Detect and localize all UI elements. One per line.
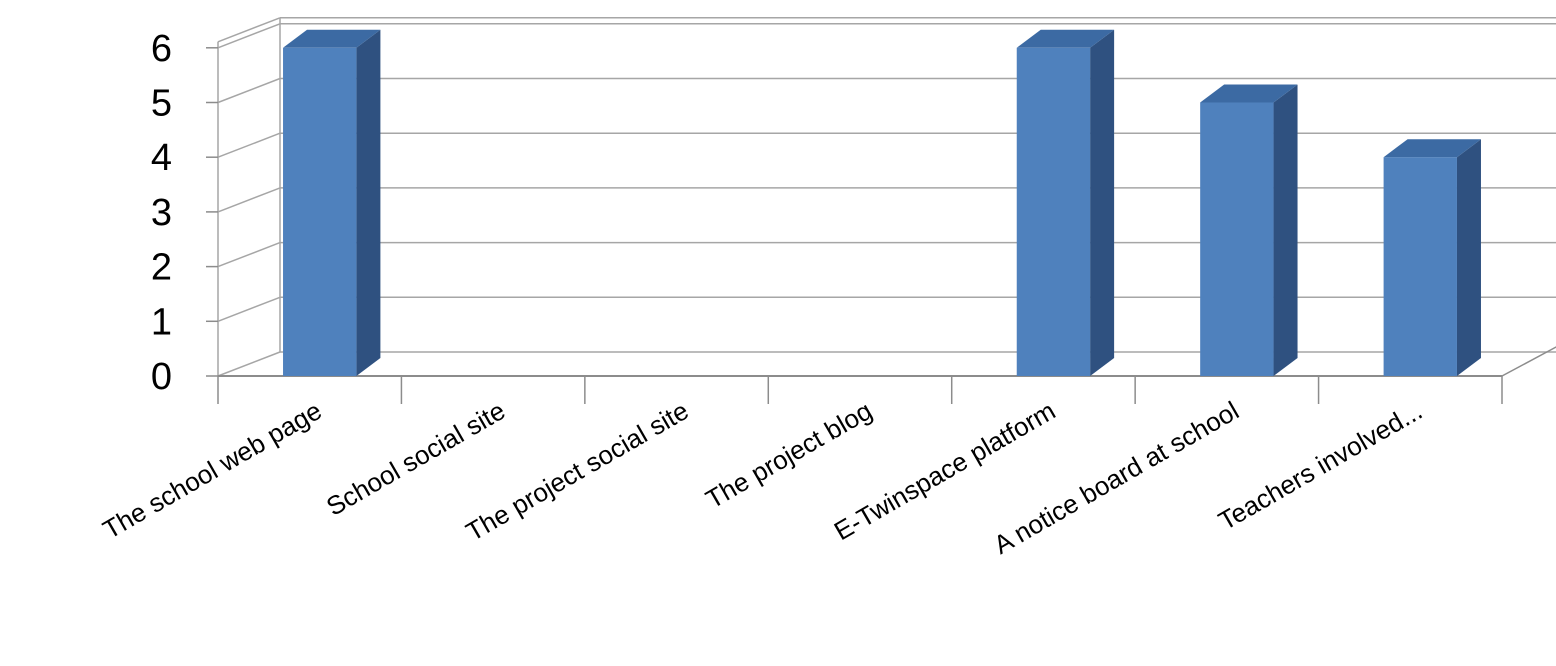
gridline-side	[217, 23, 281, 49]
x-tick-label: Teachers involved...	[1213, 395, 1427, 536]
bar	[1200, 84, 1298, 376]
bar-top	[1200, 84, 1298, 103]
bar-side	[1090, 29, 1115, 377]
bar-front	[1016, 47, 1091, 377]
bar-top	[1383, 139, 1481, 158]
bar-top	[283, 29, 381, 48]
axes	[206, 47, 1556, 404]
y-tick-label: 5	[151, 83, 172, 125]
y-tick-label: 6	[151, 28, 172, 70]
x-tick-label: The project blog	[701, 395, 877, 514]
bar	[283, 29, 381, 377]
floor-right-edge	[1501, 346, 1556, 377]
bar-top	[1016, 29, 1115, 48]
bar	[1383, 139, 1481, 376]
gridline-side	[217, 132, 281, 158]
y-tick-label: 3	[151, 192, 172, 234]
left-wall-top	[217, 17, 281, 43]
gridline-side	[217, 77, 281, 104]
bar-front	[283, 47, 357, 377]
bar-side	[356, 29, 381, 377]
y-tick-label: 2	[151, 247, 172, 289]
bar-front	[1383, 157, 1457, 376]
bar-front	[1200, 102, 1274, 376]
y-tick-label: 4	[151, 137, 172, 179]
gridline-side	[217, 296, 281, 322]
bar	[1016, 29, 1115, 377]
y-tick-label: 0	[151, 356, 172, 398]
y-tick-labels: 0 1 2 3 4 5 6	[151, 28, 172, 398]
bar-side	[1273, 84, 1298, 376]
gridline-side	[217, 241, 281, 268]
gridline-side	[217, 351, 281, 377]
gridline-side	[217, 187, 281, 213]
bars	[283, 29, 1481, 377]
x-tick-label: School social site	[321, 395, 510, 521]
gridlines	[217, 17, 1556, 377]
x-tick-label: The school web page	[98, 395, 327, 545]
bar-side	[1456, 139, 1481, 376]
y-tick-label: 1	[151, 301, 172, 343]
